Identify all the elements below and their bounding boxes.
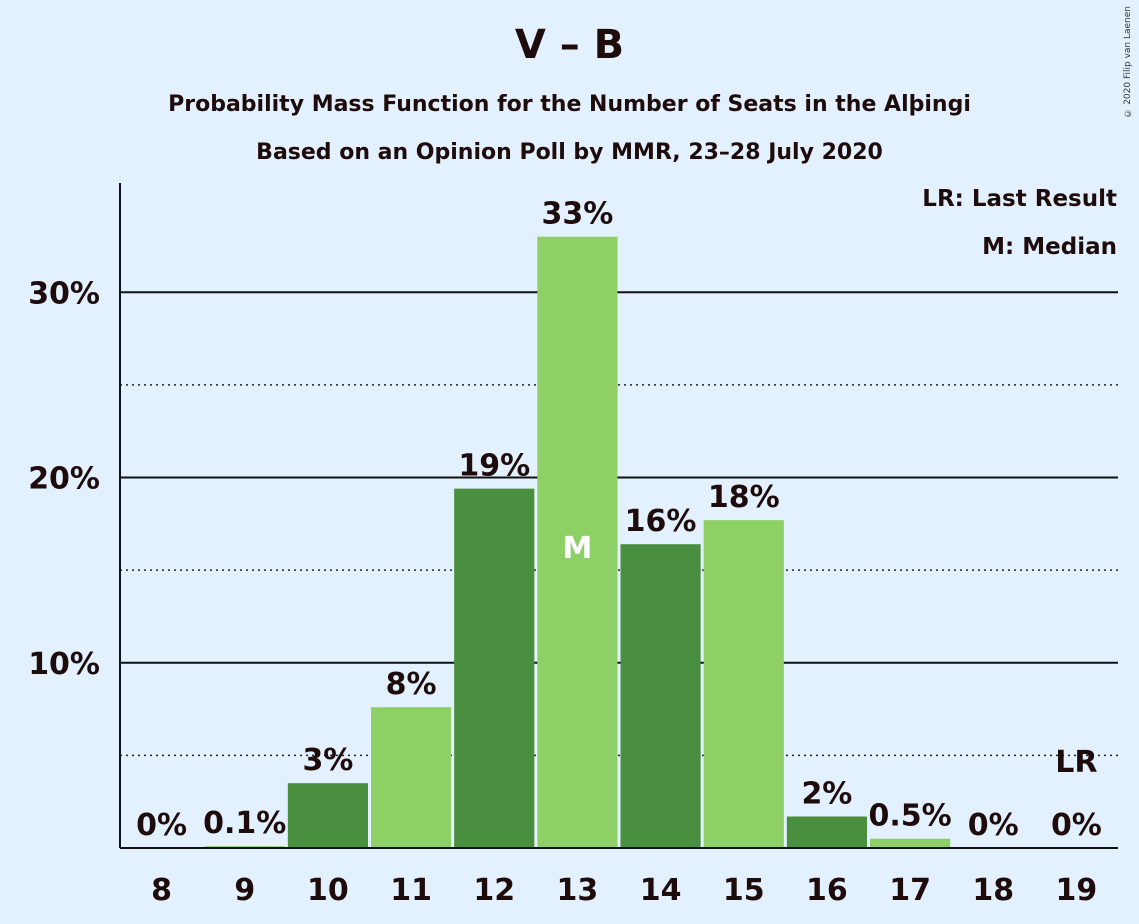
last-result-marker: LR	[1055, 745, 1097, 780]
data-label-17: 0.5%	[868, 799, 951, 834]
x-tick-label: 19	[1056, 873, 1098, 908]
y-tick-label: 20%	[28, 462, 100, 497]
bar-10	[287, 783, 368, 848]
data-label-11: 8%	[386, 667, 437, 702]
chart-source-note: Based on an Opinion Poll by MMR, 23–28 J…	[256, 140, 883, 165]
bar-11	[371, 707, 452, 848]
data-label-16: 2%	[801, 777, 852, 812]
x-tick-label: 17	[889, 873, 931, 908]
chart-subtitle: Probability Mass Function for the Number…	[168, 92, 971, 117]
x-tick-label: 14	[640, 873, 682, 908]
y-tick-label: 30%	[28, 276, 100, 311]
data-label-12: 19%	[458, 449, 530, 484]
data-label-19: 0%	[1051, 808, 1102, 843]
median-marker: M	[562, 531, 592, 566]
x-tick-label: 9	[234, 873, 255, 908]
bar-13	[537, 236, 618, 849]
x-tick-label: 11	[390, 873, 432, 908]
x-tick-label: 10	[307, 873, 349, 908]
legend-last-result: LR: Last Result	[922, 186, 1117, 212]
x-tick-label: 18	[972, 873, 1014, 908]
bar-17	[870, 838, 951, 848]
bar-12	[454, 488, 535, 848]
bar-16	[786, 816, 867, 848]
data-label-15: 18%	[708, 480, 780, 515]
data-label-13: 33%	[542, 197, 614, 232]
x-tick-label: 13	[557, 873, 599, 908]
x-tick-label: 12	[473, 873, 515, 908]
chart-title: V – B	[514, 22, 625, 68]
data-label-8: 0%	[136, 808, 187, 843]
x-tick-label: 15	[723, 873, 765, 908]
bar-14	[620, 544, 701, 848]
data-label-18: 0%	[968, 808, 1019, 843]
x-tick-label: 8	[151, 873, 172, 908]
y-tick-label: 10%	[28, 647, 100, 682]
legend-median: M: Median	[982, 234, 1117, 260]
data-label-14: 16%	[625, 504, 697, 539]
bar-15	[703, 520, 784, 848]
x-tick-label: 16	[806, 873, 848, 908]
data-label-9: 0.1%	[203, 806, 286, 841]
data-label-10: 3%	[302, 743, 353, 778]
